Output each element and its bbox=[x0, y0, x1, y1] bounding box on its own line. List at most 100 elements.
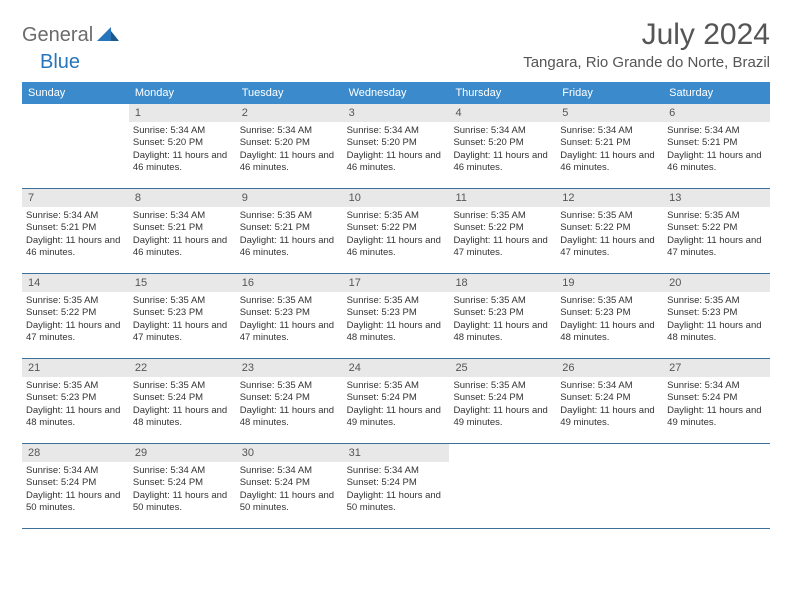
sunrise: Sunrise: 5:35 AM bbox=[240, 380, 339, 392]
day-number: 10 bbox=[343, 189, 450, 207]
day-number: 30 bbox=[236, 444, 343, 462]
calendar-day: 7Sunrise: 5:34 AMSunset: 5:21 PMDaylight… bbox=[22, 189, 129, 273]
calendar-week: 21Sunrise: 5:35 AMSunset: 5:23 PMDayligh… bbox=[22, 359, 770, 444]
calendar-day: 26Sunrise: 5:34 AMSunset: 5:24 PMDayligh… bbox=[556, 359, 663, 443]
daylight: Daylight: 11 hours and 46 minutes. bbox=[560, 150, 659, 175]
calendar-day: 20Sunrise: 5:35 AMSunset: 5:23 PMDayligh… bbox=[663, 274, 770, 358]
sunset: Sunset: 5:20 PM bbox=[133, 137, 232, 149]
sunrise: Sunrise: 5:35 AM bbox=[453, 210, 552, 222]
title-block: July 2024 Tangara, Rio Grande do Norte, … bbox=[523, 18, 770, 71]
sunset: Sunset: 5:21 PM bbox=[133, 222, 232, 234]
day-number: 9 bbox=[236, 189, 343, 207]
day-details: Sunrise: 5:35 AMSunset: 5:23 PMDaylight:… bbox=[556, 292, 663, 350]
sunset: Sunset: 5:22 PM bbox=[453, 222, 552, 234]
calendar-day: 10 Sunrise: 5:35 AMSunset: 5:22 PMDayligh… bbox=[343, 189, 450, 273]
calendar-day: 15Sunrise: 5:35 AMSunset: 5:23 PMDayligh… bbox=[129, 274, 236, 358]
sunrise: Sunrise: 5:35 AM bbox=[347, 380, 446, 392]
sunset: Sunset: 5:23 PM bbox=[347, 307, 446, 319]
day-details: Sunrise: 5:35 AMSunset: 5:23 PMDaylight:… bbox=[22, 377, 129, 435]
day-details: Sunrise: 5:35 AMSunset: 5:23 PMDaylight:… bbox=[449, 292, 556, 350]
day-details: Sunrise: 5:35 AMSunset: 5:24 PMDaylight:… bbox=[343, 377, 450, 435]
daylight: Daylight: 11 hours and 48 minutes. bbox=[26, 405, 125, 430]
day-details: Sunrise: 5:35 AMSunset: 5:24 PMDaylight:… bbox=[449, 377, 556, 435]
sunrise: Sunrise: 5:34 AM bbox=[240, 125, 339, 137]
day-of-week-row: Sunday Monday Tuesday Wednesday Thursday… bbox=[22, 82, 770, 104]
calendar-day: 13Sunrise: 5:35 AMSunset: 5:22 PMDayligh… bbox=[663, 189, 770, 273]
sunrise: Sunrise: 5:35 AM bbox=[560, 295, 659, 307]
day-details: Sunrise: 5:35 AMSunset: 5:24 PMDaylight:… bbox=[236, 377, 343, 435]
daylight: Daylight: 11 hours and 48 minutes. bbox=[240, 405, 339, 430]
daylight: Daylight: 11 hours and 50 minutes. bbox=[347, 490, 446, 515]
calendar-day: 24Sunrise: 5:35 AMSunset: 5:24 PMDayligh… bbox=[343, 359, 450, 443]
sunrise: Sunrise: 5:34 AM bbox=[133, 465, 232, 477]
day-details: Sunrise: 5:35 AMSunset: 5:23 PMDaylight:… bbox=[129, 292, 236, 350]
sunset: Sunset: 5:24 PM bbox=[133, 477, 232, 489]
calendar-day: 31Sunrise: 5:34 AMSunset: 5:24 PMDayligh… bbox=[343, 444, 450, 528]
sunset: Sunset: 5:24 PM bbox=[667, 392, 766, 404]
logo-triangle-icon bbox=[97, 25, 119, 46]
sunrise: Sunrise: 5:34 AM bbox=[347, 465, 446, 477]
day-details: Sunrise: 5:35 AMSunset: 5:23 PMDaylight:… bbox=[343, 292, 450, 350]
day-number: 6 bbox=[663, 104, 770, 122]
sunrise: Sunrise: 5:34 AM bbox=[26, 465, 125, 477]
daylight: Daylight: 11 hours and 46 minutes. bbox=[667, 150, 766, 175]
sunset: Sunset: 5:24 PM bbox=[453, 392, 552, 404]
day-details: Sunrise: 5:34 AMSunset: 5:20 PMDaylight:… bbox=[449, 122, 556, 180]
daylight: Daylight: 11 hours and 48 minutes. bbox=[133, 405, 232, 430]
day-details: Sunrise: 5:34 AMSunset: 5:21 PMDaylight:… bbox=[22, 207, 129, 265]
day-number: 26 bbox=[556, 359, 663, 377]
daylight: Daylight: 11 hours and 46 minutes. bbox=[347, 235, 446, 260]
sunrise: Sunrise: 5:34 AM bbox=[453, 125, 552, 137]
calendar-day: 30Sunrise: 5:34 AMSunset: 5:24 PMDayligh… bbox=[236, 444, 343, 528]
day-details: Sunrise: 5:35 AMSunset: 5:21 PMDaylight:… bbox=[236, 207, 343, 265]
day-number: 23 bbox=[236, 359, 343, 377]
daylight: Daylight: 11 hours and 46 minutes. bbox=[240, 235, 339, 260]
sunrise: Sunrise: 5:34 AM bbox=[667, 380, 766, 392]
calendar-day: 21Sunrise: 5:35 AMSunset: 5:23 PMDayligh… bbox=[22, 359, 129, 443]
sunset: Sunset: 5:22 PM bbox=[347, 222, 446, 234]
day-number bbox=[556, 444, 663, 450]
dow-sunday: Sunday bbox=[22, 82, 129, 104]
day-number bbox=[22, 104, 129, 110]
sunrise: Sunrise: 5:35 AM bbox=[26, 380, 125, 392]
month-title: July 2024 bbox=[523, 18, 770, 52]
calendar-day bbox=[449, 444, 556, 528]
calendar-day: 19Sunrise: 5:35 AMSunset: 5:23 PMDayligh… bbox=[556, 274, 663, 358]
sunrise: Sunrise: 5:35 AM bbox=[453, 380, 552, 392]
calendar-day bbox=[556, 444, 663, 528]
brand-logo: General bbox=[22, 24, 121, 47]
sunrise: Sunrise: 5:35 AM bbox=[347, 295, 446, 307]
sunset: Sunset: 5:21 PM bbox=[560, 137, 659, 149]
day-number: 11 bbox=[449, 189, 556, 207]
sunrise: Sunrise: 5:35 AM bbox=[347, 210, 446, 222]
day-details: Sunrise: 5:34 AMSunset: 5:24 PMDaylight:… bbox=[556, 377, 663, 435]
day-details: Sunrise: 5:34 AMSunset: 5:24 PMDaylight:… bbox=[22, 462, 129, 520]
daylight: Daylight: 11 hours and 46 minutes. bbox=[347, 150, 446, 175]
sunrise: Sunrise: 5:35 AM bbox=[560, 210, 659, 222]
day-number: 25 bbox=[449, 359, 556, 377]
sunset: Sunset: 5:22 PM bbox=[667, 222, 766, 234]
day-details: Sunrise: 5:34 AMSunset: 5:24 PMDaylight:… bbox=[663, 377, 770, 435]
calendar: Sunday Monday Tuesday Wednesday Thursday… bbox=[22, 82, 770, 529]
day-number bbox=[449, 444, 556, 450]
calendar-day: 6Sunrise: 5:34 AMSunset: 5:21 PMDaylight… bbox=[663, 104, 770, 188]
calendar-day: 12Sunrise: 5:35 AMSunset: 5:22 PMDayligh… bbox=[556, 189, 663, 273]
day-number: 19 bbox=[556, 274, 663, 292]
day-details: Sunrise: 5:35 AMSunset: 5:22 PMDaylight:… bbox=[663, 207, 770, 265]
calendar-day: 3Sunrise: 5:34 AMSunset: 5:20 PMDaylight… bbox=[343, 104, 450, 188]
daylight: Daylight: 11 hours and 47 minutes. bbox=[133, 320, 232, 345]
daylight: Daylight: 11 hours and 46 minutes. bbox=[453, 150, 552, 175]
sunrise: Sunrise: 5:35 AM bbox=[133, 380, 232, 392]
day-number: 4 bbox=[449, 104, 556, 122]
daylight: Daylight: 11 hours and 48 minutes. bbox=[560, 320, 659, 345]
daylight: Daylight: 11 hours and 49 minutes. bbox=[347, 405, 446, 430]
day-details: Sunrise: 5:34 AMSunset: 5:20 PMDaylight:… bbox=[129, 122, 236, 180]
calendar-week: 28Sunrise: 5:34 AMSunset: 5:24 PMDayligh… bbox=[22, 444, 770, 529]
daylight: Daylight: 11 hours and 46 minutes. bbox=[133, 235, 232, 260]
day-details: Sunrise: 5:35 AMSunset: 5:22 PMDaylight:… bbox=[22, 292, 129, 350]
day-number: 14 bbox=[22, 274, 129, 292]
calendar-day: 8Sunrise: 5:34 AMSunset: 5:21 PMDaylight… bbox=[129, 189, 236, 273]
daylight: Daylight: 11 hours and 48 minutes. bbox=[453, 320, 552, 345]
daylight: Daylight: 11 hours and 46 minutes. bbox=[240, 150, 339, 175]
sunrise: Sunrise: 5:34 AM bbox=[560, 125, 659, 137]
